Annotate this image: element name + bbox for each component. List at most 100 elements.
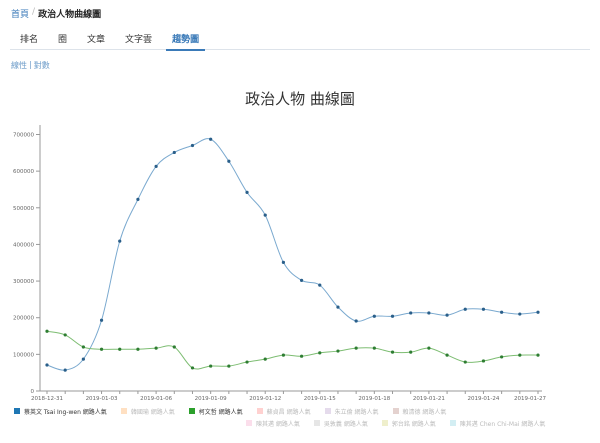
legend-item[interactable]: 蔡英文 Tsai Ing-wen 網路人氣 bbox=[14, 407, 107, 416]
data-point bbox=[136, 347, 140, 351]
data-point bbox=[263, 357, 267, 361]
legend-swatch-icon bbox=[392, 408, 399, 414]
breadcrumb-home-link[interactable]: 首頁 bbox=[11, 10, 30, 20]
data-point bbox=[299, 278, 304, 282]
data-point bbox=[372, 314, 376, 318]
data-point bbox=[227, 159, 231, 163]
data-point bbox=[318, 351, 322, 355]
legend-item[interactable]: 柯文哲 網路人氣 bbox=[188, 407, 243, 416]
data-point bbox=[518, 353, 522, 357]
tab-ranking[interactable]: 排名 bbox=[20, 35, 39, 45]
legend-item[interactable]: 韓國瑜 網路人氣 bbox=[120, 407, 175, 416]
data-point bbox=[463, 307, 467, 311]
tab-trend-chart[interactable]: 趨勢圖 bbox=[162, 26, 209, 51]
scale-separator: | bbox=[29, 60, 32, 69]
data-point bbox=[481, 307, 486, 311]
data-point bbox=[263, 213, 267, 217]
x-tick-label: 2019-01-24 bbox=[467, 396, 499, 402]
data-point bbox=[63, 333, 67, 337]
data-point bbox=[81, 345, 85, 349]
y-tick-label: 100000 bbox=[13, 352, 34, 358]
x-tick-label: 2019-01-06 bbox=[140, 396, 172, 402]
legend-swatch-icon bbox=[324, 408, 331, 414]
legend-item[interactable]: 陳其邁 網路人氣 bbox=[246, 419, 300, 428]
legend-label: 陳其邁 網路人氣 bbox=[256, 420, 300, 428]
data-point bbox=[190, 143, 195, 148]
legend-swatch-icon bbox=[449, 420, 456, 426]
y-tick-label: 600000 bbox=[13, 169, 34, 175]
legend-label: 陳其邁 Chen Chi-Mai 網路人氣 bbox=[459, 420, 546, 428]
data-point bbox=[281, 353, 286, 357]
data-point bbox=[463, 360, 467, 364]
data-point bbox=[354, 319, 358, 323]
y-tick-label: 200000 bbox=[13, 316, 34, 322]
data-point bbox=[318, 283, 322, 287]
data-point bbox=[536, 310, 540, 314]
breadcrumb: 首頁 / 政治人物曲線圖 bbox=[11, 7, 101, 20]
legend-swatch-icon bbox=[313, 420, 320, 426]
data-point bbox=[154, 164, 158, 168]
data-point bbox=[190, 366, 195, 370]
data-point bbox=[99, 318, 104, 322]
x-tick-label: 2019-01-21 bbox=[413, 396, 445, 402]
y-tick-label: 500000 bbox=[13, 206, 34, 212]
data-point bbox=[354, 346, 358, 350]
log-scale-link[interactable]: 對數 bbox=[33, 61, 50, 70]
data-point bbox=[445, 353, 449, 357]
data-point bbox=[299, 354, 304, 358]
legend-row: 蔡英文 Tsai Ing-wen 網路人氣 韓國瑜 網路人氣 柯文哲 網路人氣 蘇貞昌… bbox=[14, 405, 574, 417]
data-point bbox=[500, 310, 504, 314]
data-point bbox=[427, 346, 431, 350]
y-tick-label: 0 bbox=[31, 389, 35, 395]
data-point bbox=[536, 353, 540, 357]
x-tick-label: 2019-01-27 bbox=[514, 396, 546, 402]
data-point bbox=[172, 345, 176, 349]
legend-item[interactable]: 陳其邁 Chen Chi-Mai 網路人氣 bbox=[449, 419, 546, 428]
tab-articles[interactable]: 文章 bbox=[87, 35, 106, 45]
tab-word-cloud[interactable]: 文字雲 bbox=[125, 35, 153, 45]
legend-item[interactable]: 朱立倫 網路人氣 bbox=[324, 407, 379, 416]
chart-legend: 蔡英文 Tsai Ing-wen 網路人氣 韓國瑜 網路人氣 柯文哲 網路人氣 蘇貞昌… bbox=[14, 405, 574, 429]
data-point bbox=[118, 347, 122, 351]
data-point bbox=[45, 363, 49, 367]
legend-label: 賴清德 網路人氣 bbox=[402, 408, 447, 416]
data-point bbox=[518, 312, 522, 316]
legend-swatch-icon bbox=[381, 420, 388, 426]
data-point bbox=[154, 346, 158, 350]
legend-item[interactable]: 郭台銘 網路人氣 bbox=[381, 419, 436, 428]
y-tick-label: 700000 bbox=[13, 133, 34, 139]
x-tick-label: 2019-01-15 bbox=[304, 396, 336, 402]
data-point bbox=[445, 313, 449, 317]
data-point bbox=[500, 355, 504, 359]
legend-label: 朱立倫 網路人氣 bbox=[334, 408, 379, 416]
chart-title: 政治人物 曲線圖 bbox=[245, 90, 355, 108]
breadcrumb-current: 政治人物曲線圖 bbox=[38, 10, 102, 20]
data-point bbox=[390, 314, 395, 318]
data-point bbox=[409, 350, 413, 354]
x-tick-label: 2019-01-03 bbox=[86, 396, 118, 402]
series-line bbox=[46, 138, 539, 371]
series-line bbox=[46, 330, 539, 370]
data-point bbox=[372, 346, 376, 350]
legend-label: 蘇貞昌 網路人氣 bbox=[266, 408, 311, 416]
data-point bbox=[227, 364, 231, 368]
data-point bbox=[118, 239, 122, 243]
tab-circle[interactable]: 圈 bbox=[58, 35, 68, 45]
data-point bbox=[99, 347, 104, 351]
data-point bbox=[81, 357, 85, 361]
legend-item[interactable]: 賴清德 網路人氣 bbox=[392, 407, 447, 416]
data-point bbox=[63, 368, 67, 372]
legend-label: 蔡英文 Tsai Ing-wen 網路人氣 bbox=[24, 408, 107, 416]
legend-item[interactable]: 吳敦義 網路人氣 bbox=[313, 419, 368, 428]
data-point bbox=[390, 350, 395, 354]
data-point bbox=[136, 197, 140, 201]
data-point bbox=[209, 137, 213, 141]
data-point bbox=[245, 190, 249, 194]
legend-item[interactable]: 蘇貞昌 網路人氣 bbox=[256, 407, 311, 416]
legend-swatch-icon bbox=[120, 408, 127, 414]
linear-scale-link[interactable]: 線性 bbox=[11, 61, 27, 70]
x-tick-label: 2018-12-31 bbox=[31, 396, 63, 402]
x-tick-label: 2019-01-09 bbox=[195, 396, 227, 402]
legend-swatch-icon bbox=[246, 420, 252, 426]
